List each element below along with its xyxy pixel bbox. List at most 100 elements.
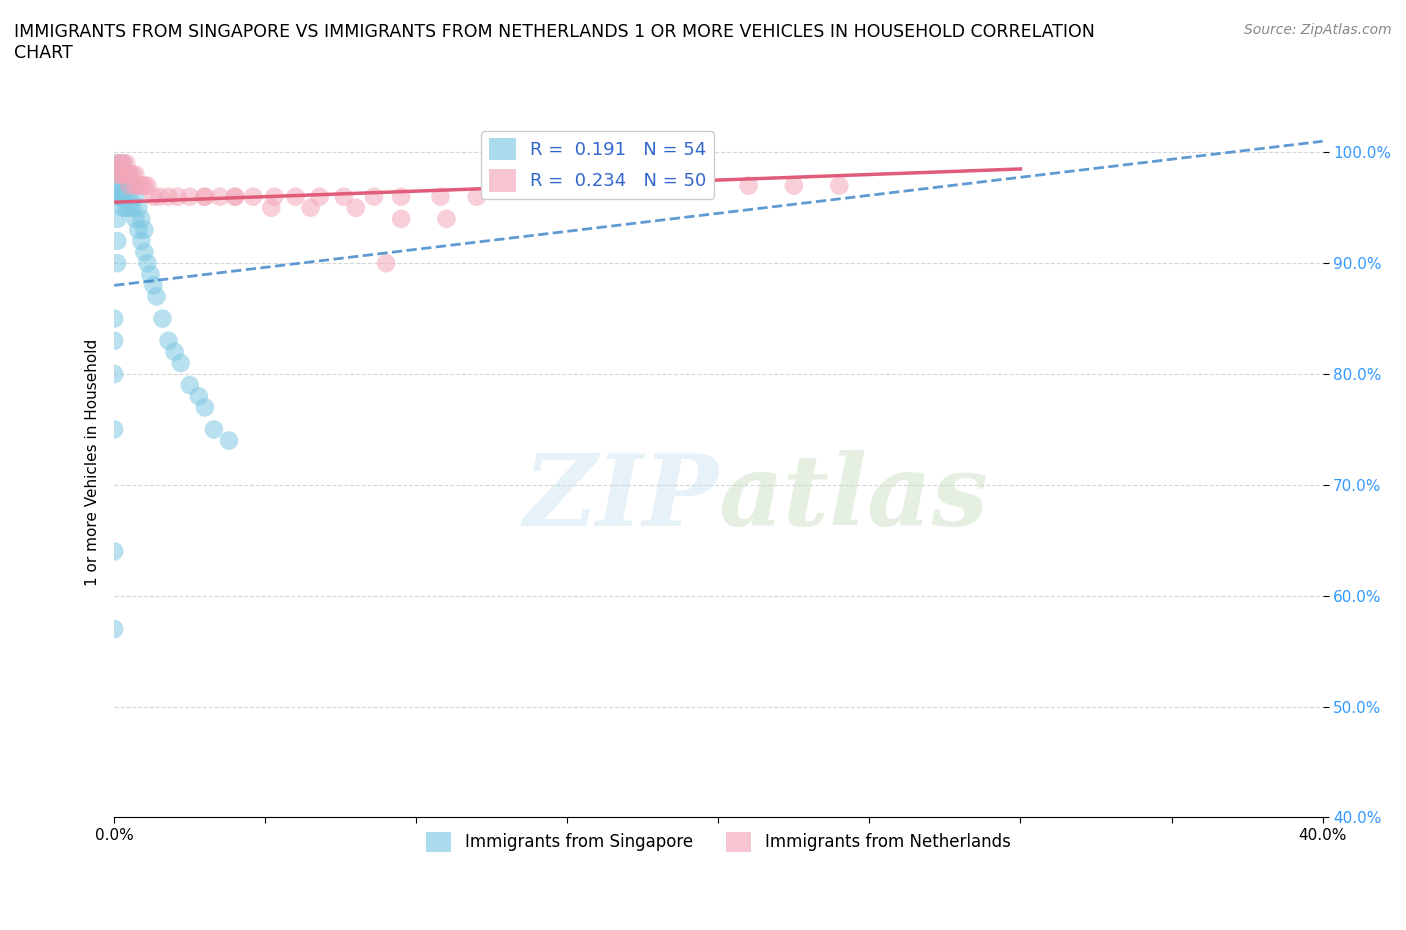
Point bbox=[118, 179, 141, 193]
Point bbox=[284, 189, 307, 204]
Point bbox=[124, 179, 146, 193]
Point bbox=[103, 544, 125, 559]
Point bbox=[152, 312, 174, 326]
Point bbox=[142, 189, 165, 204]
Point bbox=[157, 189, 180, 204]
Point bbox=[131, 179, 153, 193]
Point bbox=[112, 200, 135, 215]
Point bbox=[115, 156, 138, 171]
Y-axis label: 1 or more Vehicles in Household: 1 or more Vehicles in Household bbox=[86, 339, 100, 586]
Point bbox=[115, 179, 138, 193]
Point bbox=[194, 189, 217, 204]
Point bbox=[692, 179, 714, 193]
Point bbox=[118, 167, 141, 182]
Point bbox=[127, 200, 149, 215]
Point bbox=[145, 289, 167, 304]
Point bbox=[112, 156, 135, 171]
Point bbox=[105, 156, 128, 171]
Point bbox=[131, 211, 153, 226]
Text: ZIP: ZIP bbox=[523, 450, 718, 547]
Point bbox=[783, 179, 806, 193]
Point bbox=[202, 422, 225, 437]
Text: IMMIGRANTS FROM SINGAPORE VS IMMIGRANTS FROM NETHERLANDS 1 OR MORE VEHICLES IN H: IMMIGRANTS FROM SINGAPORE VS IMMIGRANTS … bbox=[14, 23, 1095, 62]
Point bbox=[218, 433, 240, 448]
Point bbox=[363, 189, 385, 204]
Point bbox=[136, 179, 159, 193]
Point bbox=[115, 167, 138, 182]
Point bbox=[179, 189, 201, 204]
Point bbox=[121, 167, 143, 182]
Point bbox=[118, 200, 141, 215]
Point bbox=[124, 167, 146, 182]
Point bbox=[127, 222, 149, 237]
Point bbox=[224, 189, 246, 204]
Point bbox=[110, 156, 132, 171]
Point bbox=[134, 179, 156, 193]
Point bbox=[602, 179, 624, 193]
Point bbox=[148, 189, 170, 204]
Point bbox=[112, 189, 135, 204]
Point bbox=[115, 200, 138, 215]
Point bbox=[510, 179, 533, 193]
Point bbox=[263, 189, 285, 204]
Point bbox=[429, 189, 451, 204]
Point bbox=[194, 189, 217, 204]
Text: atlas: atlas bbox=[718, 450, 988, 547]
Point bbox=[163, 344, 186, 359]
Point bbox=[118, 179, 141, 193]
Point bbox=[110, 189, 132, 204]
Point bbox=[105, 167, 128, 182]
Point bbox=[142, 278, 165, 293]
Point bbox=[208, 189, 231, 204]
Point bbox=[103, 621, 125, 636]
Point bbox=[647, 179, 669, 193]
Point bbox=[110, 179, 132, 193]
Point bbox=[134, 245, 156, 259]
Point bbox=[105, 179, 128, 193]
Point bbox=[389, 189, 412, 204]
Point bbox=[105, 167, 128, 182]
Point bbox=[157, 333, 180, 348]
Point bbox=[465, 189, 488, 204]
Point bbox=[375, 256, 398, 271]
Point bbox=[105, 256, 128, 271]
Point bbox=[118, 189, 141, 204]
Point bbox=[103, 312, 125, 326]
Point bbox=[179, 378, 201, 392]
Point bbox=[103, 366, 125, 381]
Point bbox=[110, 189, 132, 204]
Point bbox=[103, 333, 125, 348]
Point bbox=[131, 233, 153, 248]
Point bbox=[115, 189, 138, 204]
Point bbox=[299, 200, 322, 215]
Point bbox=[737, 179, 759, 193]
Point bbox=[389, 211, 412, 226]
Point bbox=[136, 256, 159, 271]
Point bbox=[105, 189, 128, 204]
Point bbox=[124, 189, 146, 204]
Point bbox=[112, 167, 135, 182]
Point bbox=[110, 167, 132, 182]
Point bbox=[110, 167, 132, 182]
Legend: Immigrants from Singapore, Immigrants from Netherlands: Immigrants from Singapore, Immigrants fr… bbox=[420, 825, 1017, 858]
Point bbox=[112, 179, 135, 193]
Point bbox=[260, 200, 283, 215]
Point bbox=[112, 156, 135, 171]
Point bbox=[242, 189, 264, 204]
Point bbox=[115, 167, 138, 182]
Point bbox=[134, 222, 156, 237]
Point bbox=[110, 156, 132, 171]
Point bbox=[127, 179, 149, 193]
Point bbox=[118, 167, 141, 182]
Point bbox=[169, 355, 191, 370]
Point bbox=[121, 200, 143, 215]
Text: Source: ZipAtlas.com: Source: ZipAtlas.com bbox=[1244, 23, 1392, 37]
Point bbox=[224, 189, 246, 204]
Point bbox=[557, 179, 579, 193]
Point bbox=[194, 400, 217, 415]
Point bbox=[344, 200, 367, 215]
Point bbox=[112, 167, 135, 182]
Point bbox=[105, 156, 128, 171]
Point bbox=[124, 211, 146, 226]
Point bbox=[436, 211, 458, 226]
